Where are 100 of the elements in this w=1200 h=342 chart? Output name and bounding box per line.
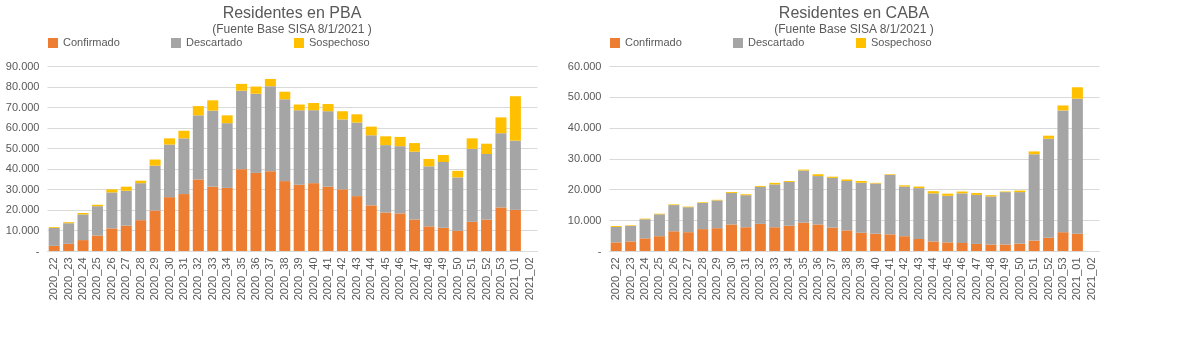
bar	[1028, 151, 1040, 155]
y-tick-label: 30.000	[567, 152, 602, 164]
bar	[884, 234, 896, 251]
bar	[394, 146, 406, 214]
bar	[481, 219, 493, 251]
bar	[264, 171, 276, 251]
bar	[1028, 240, 1040, 251]
bar	[63, 243, 75, 251]
bar	[293, 184, 305, 251]
bar	[668, 205, 680, 232]
bar	[625, 241, 637, 251]
bar	[1071, 233, 1083, 251]
y-tick-label: 50.000	[5, 141, 40, 154]
bar	[481, 153, 493, 220]
bar	[63, 223, 75, 244]
x-tick-label: 2020_33	[205, 257, 218, 301]
x-tick-label: 2020_31	[738, 257, 751, 301]
bar	[927, 191, 939, 194]
bar	[726, 224, 737, 251]
x-tick-label: 2020_48	[421, 257, 434, 301]
x-tick-label: 2020_53	[1055, 257, 1068, 301]
x-tick-label: 2020_42	[335, 257, 348, 301]
bar	[437, 161, 449, 228]
bar	[754, 186, 766, 224]
bar	[1028, 154, 1040, 241]
legend-label: Confirmado	[625, 36, 682, 48]
bar	[77, 240, 89, 251]
bar	[726, 193, 737, 225]
bar	[668, 231, 680, 251]
y-tick-label: 90.000	[5, 59, 40, 72]
bar	[1071, 87, 1083, 99]
legend-label: Sospechoso	[871, 36, 932, 48]
bar	[437, 155, 449, 162]
y-tick-label: 50.000	[567, 90, 602, 103]
chart-subtitle: (Fuente Base SISA 8/1/2021 )	[774, 22, 934, 36]
x-tick-label: 2020_32	[191, 257, 204, 301]
x-tick-label: 2020_40	[306, 257, 319, 301]
bar	[841, 230, 853, 251]
x-tick-label: 2020_43	[911, 257, 924, 301]
bar	[754, 223, 766, 251]
legend-label: Confirmado	[63, 36, 120, 48]
bar	[855, 232, 867, 251]
x-tick-label: 2020_22	[609, 257, 622, 301]
bar	[164, 138, 175, 145]
bar	[1057, 105, 1069, 111]
bar	[509, 140, 521, 210]
x-tick-label: 2020_30	[162, 257, 175, 301]
bar	[164, 197, 175, 251]
bar	[336, 189, 348, 251]
chart-title: Residentes en PBA	[222, 4, 362, 21]
y-tick-label: -	[35, 244, 40, 257]
bar	[120, 225, 132, 251]
bar	[308, 103, 320, 111]
bar	[826, 177, 838, 228]
bar	[423, 158, 435, 167]
y-tick-label: 40.000	[5, 162, 40, 175]
x-tick-label: 2020_45	[378, 257, 391, 301]
y-tick-label: 40.000	[567, 121, 602, 134]
bar	[279, 181, 291, 251]
bar	[207, 186, 219, 251]
x-tick-label: 2020_23	[623, 257, 636, 301]
bar	[207, 110, 219, 187]
bar	[985, 196, 997, 245]
bar	[365, 135, 377, 206]
bar	[452, 170, 464, 178]
x-tick-label: 2020_28	[133, 257, 146, 301]
bar	[855, 182, 867, 233]
x-tick-label: 2020_44	[926, 257, 939, 301]
x-tick-label: 2020_28	[695, 257, 708, 301]
x-tick-label: 2021_02	[522, 257, 535, 301]
bar	[91, 206, 103, 236]
legend-label: Sospechoso	[309, 36, 370, 48]
bar	[841, 181, 853, 231]
x-tick-label: 2020_45	[940, 257, 953, 301]
bar	[365, 126, 377, 136]
bar	[495, 117, 507, 134]
bar	[452, 177, 464, 231]
x-tick-label: 2020_24	[638, 257, 651, 301]
x-tick-label: 2020_51	[1027, 257, 1040, 301]
bar	[351, 114, 363, 123]
bar	[48, 227, 60, 246]
bar	[106, 189, 118, 193]
bar	[106, 192, 118, 229]
x-tick-label: 2021_02	[1084, 257, 1097, 301]
bar	[409, 151, 420, 220]
bar	[509, 96, 521, 141]
bar	[250, 93, 262, 173]
x-tick-label: 2020_53	[493, 257, 506, 301]
bar	[740, 227, 752, 251]
y-tick-label: -	[597, 244, 602, 257]
bar	[466, 148, 478, 222]
bar	[481, 143, 493, 154]
bar	[308, 183, 320, 251]
x-tick-label: 2020_26	[666, 257, 679, 301]
x-tick-label: 2020_42	[897, 257, 910, 301]
chart-subtitle: (Fuente Base SISA 8/1/2021 )	[212, 22, 372, 36]
bar	[264, 86, 276, 172]
bar	[682, 207, 694, 233]
bar	[221, 123, 233, 188]
bar	[77, 214, 89, 241]
